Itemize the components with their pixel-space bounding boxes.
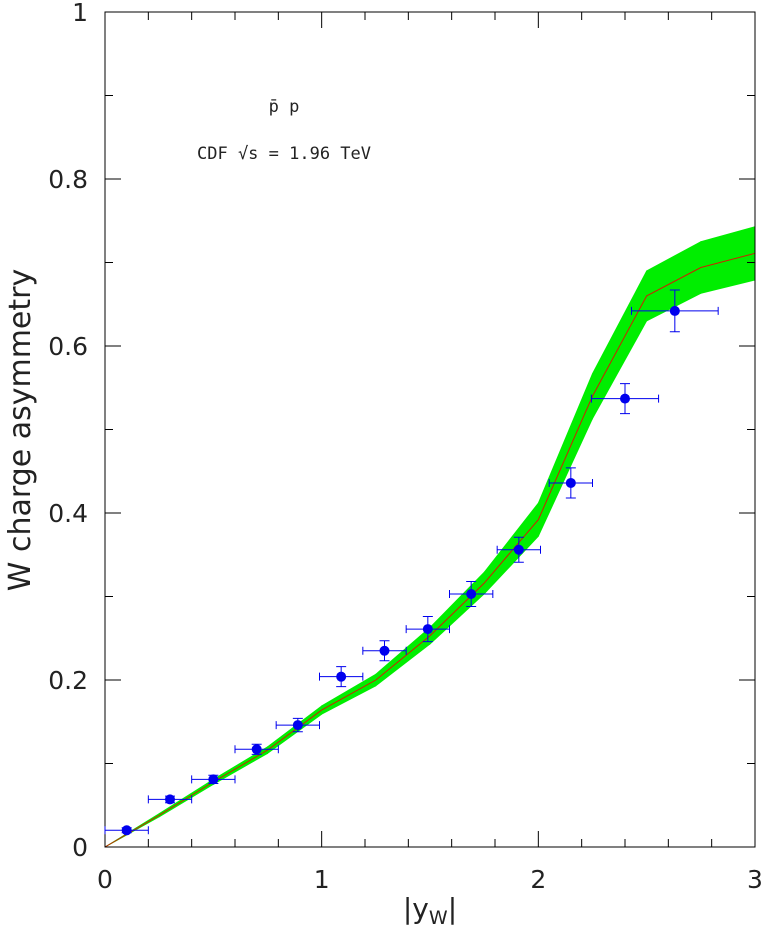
data-point bbox=[379, 645, 390, 656]
data-point bbox=[466, 588, 477, 599]
y-axis-title: W charge asymmetry bbox=[3, 269, 38, 591]
uncertainty-band bbox=[483, 501, 539, 596]
uncertainty-band bbox=[375, 626, 431, 687]
y-tick-label: 0.6 bbox=[48, 332, 88, 361]
band-group bbox=[104, 226, 756, 848]
x-tick-label: 3 bbox=[747, 865, 763, 894]
theory-curve bbox=[104, 252, 756, 848]
data-point bbox=[620, 393, 630, 404]
data-point bbox=[121, 825, 132, 836]
data-point bbox=[422, 624, 433, 635]
data-point bbox=[513, 544, 524, 555]
x-axis-title-sub: W bbox=[429, 907, 448, 929]
x-tick-label: 1 bbox=[314, 865, 330, 894]
uncertainty-band bbox=[537, 373, 593, 537]
annotation: p̄ p bbox=[269, 97, 300, 117]
data-point bbox=[251, 744, 262, 755]
y-tick-label: 0.2 bbox=[48, 666, 88, 695]
annotation: CDF √s = 1.96 TeV bbox=[197, 144, 371, 164]
plot-frame bbox=[104, 11, 756, 848]
data-point bbox=[669, 305, 680, 316]
x-axis-title-main: |y bbox=[403, 892, 429, 925]
y-tick-label: 0.4 bbox=[48, 499, 88, 528]
data-point bbox=[208, 774, 219, 785]
y-tick-label: 0 bbox=[72, 833, 88, 862]
data-point bbox=[165, 794, 175, 805]
uncertainty-band bbox=[592, 270, 648, 421]
data-point bbox=[336, 671, 347, 682]
x-axis-title: |yW| bbox=[403, 892, 457, 929]
x-axis-title-end: | bbox=[448, 892, 457, 925]
data-point bbox=[292, 720, 303, 731]
x-tick-label: 2 bbox=[530, 865, 546, 894]
y-tick-label: 0.8 bbox=[48, 165, 88, 194]
data-point bbox=[565, 477, 576, 488]
uncertainty-band bbox=[429, 571, 485, 646]
x-tick-label: 0 bbox=[97, 865, 113, 894]
y-tick-label: 1 bbox=[72, 0, 88, 27]
uncertainty-band bbox=[321, 673, 377, 715]
